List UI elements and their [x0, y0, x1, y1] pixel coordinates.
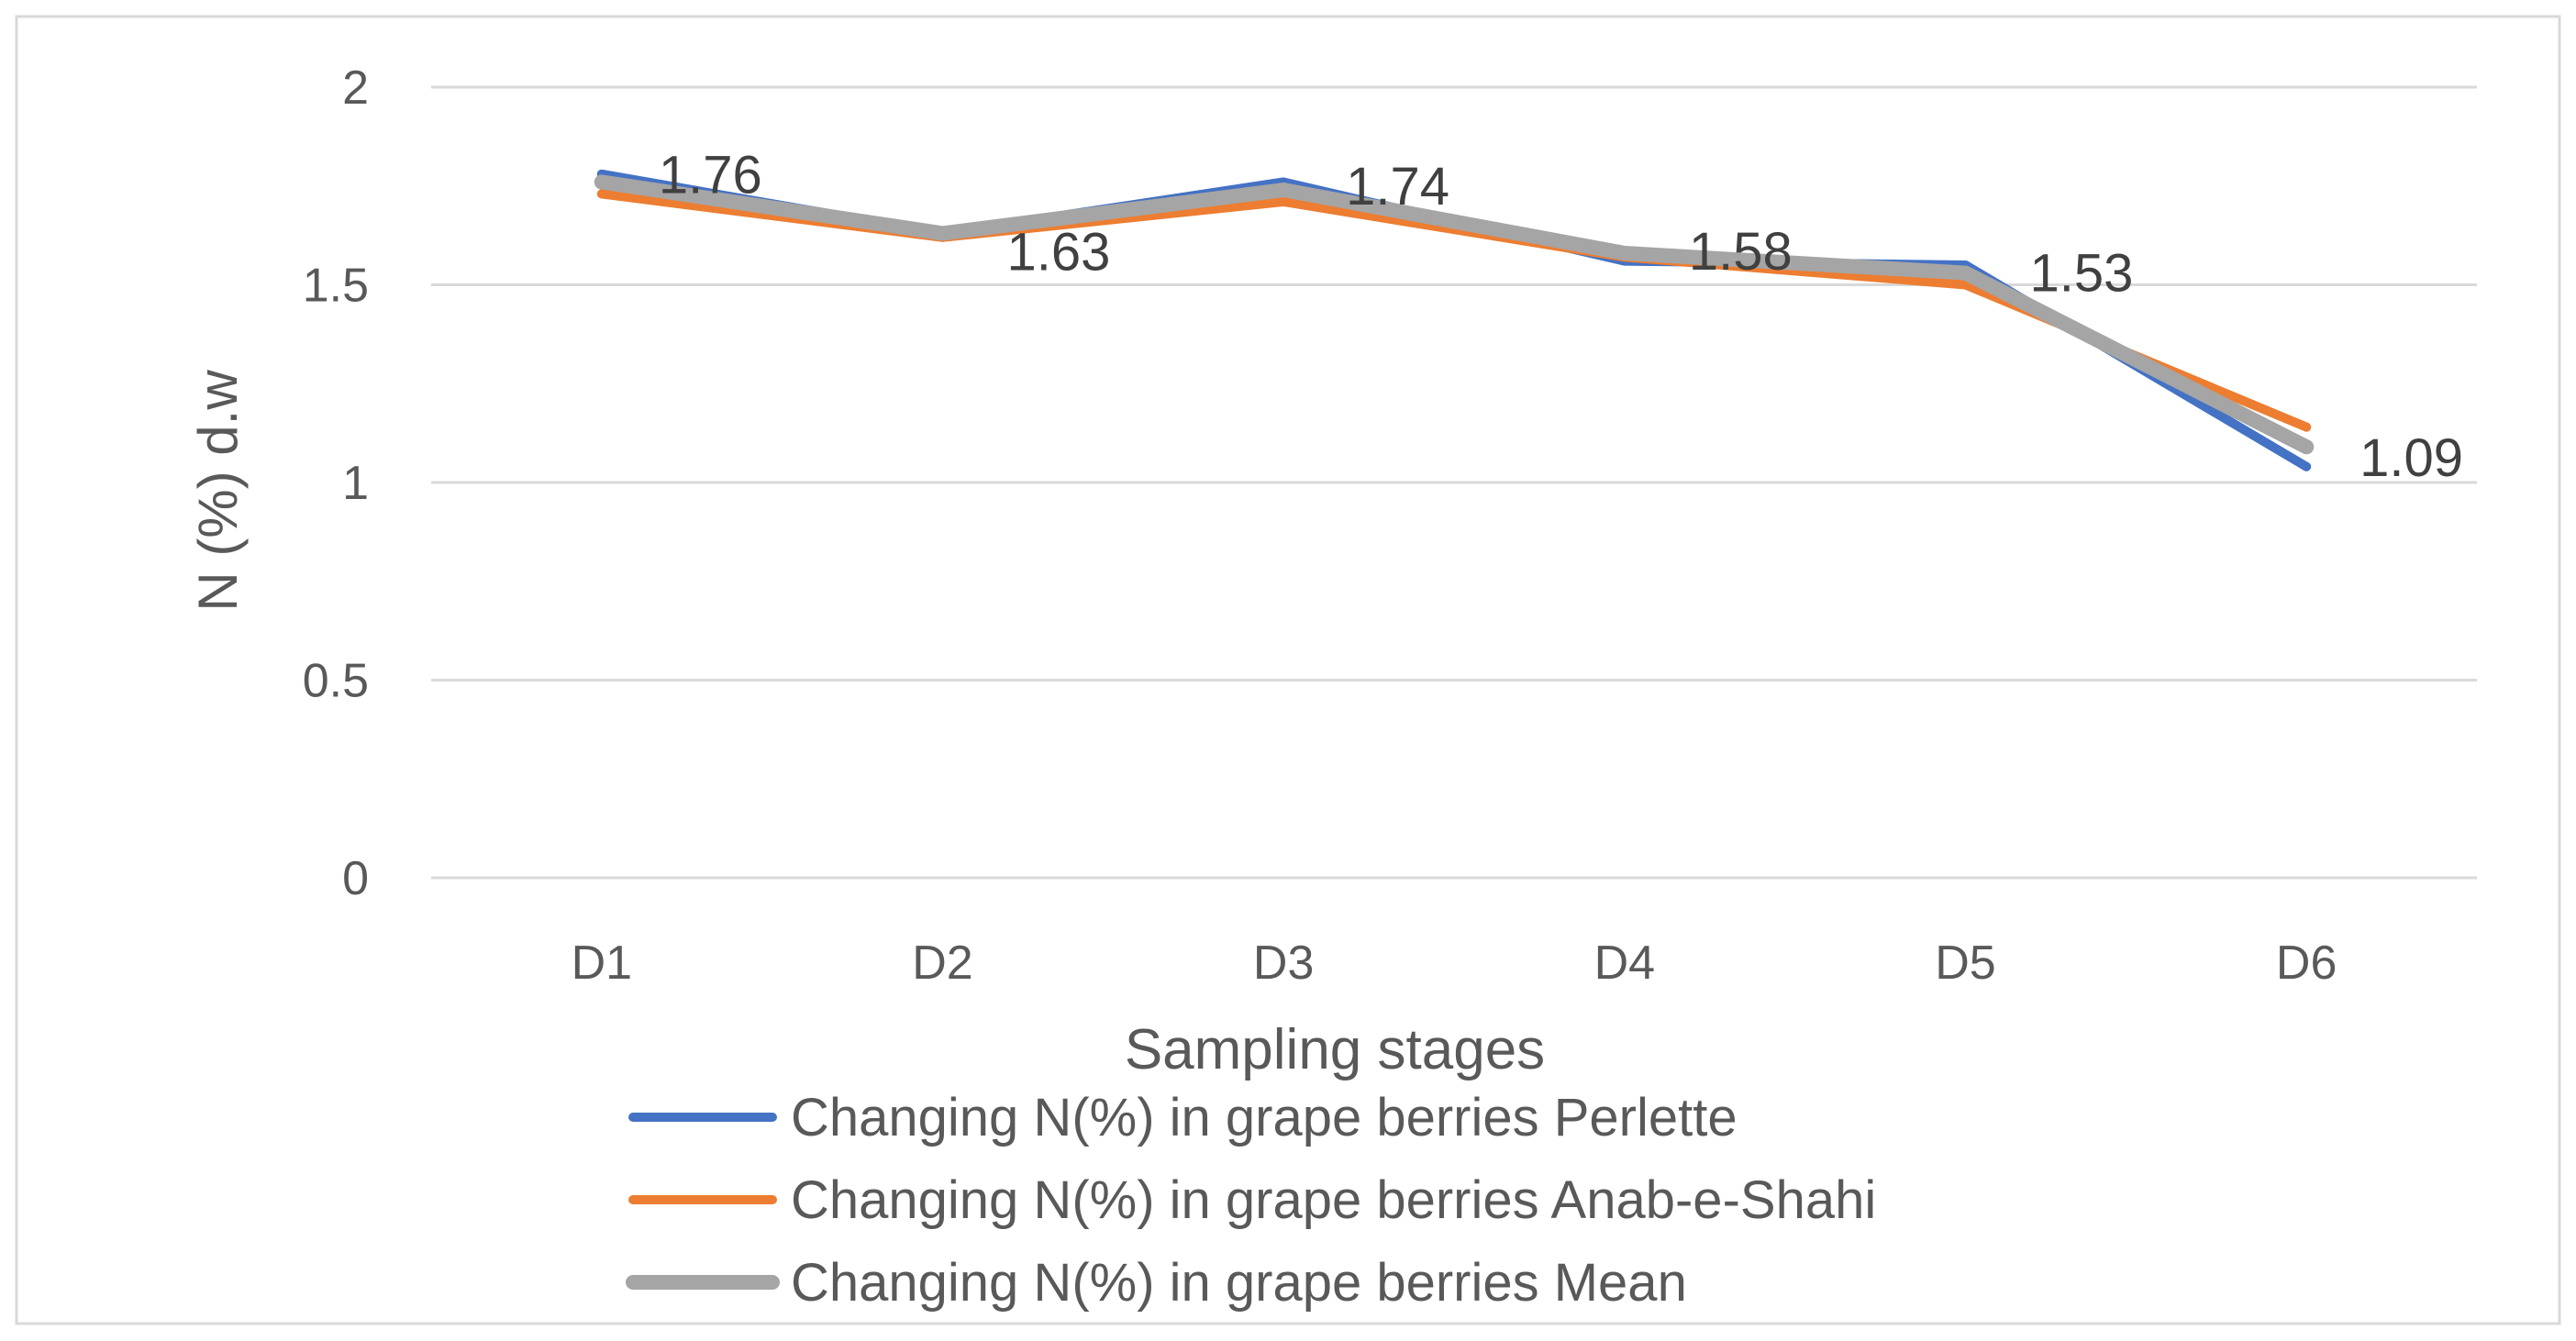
legend: Changing N(%) in grape berries Perlette C… [626, 1088, 1876, 1313]
data-point [2302, 461, 2312, 471]
x-tick-label: D3 [1253, 936, 1314, 990]
data-label: 1.63 [1007, 222, 1111, 282]
data-label: 1.74 [1346, 157, 1449, 216]
data-point [1276, 183, 1292, 198]
series-lines [594, 169, 2315, 471]
x-tick-label: D4 [1594, 936, 1655, 990]
data-point [935, 226, 950, 241]
legend-label: Changing N(%) in grape berries Anab-e-Sh… [791, 1170, 1876, 1230]
data-point [1279, 196, 1289, 206]
data-labels: 1.76 1.63 1.74 1.58 1.53 1.09 [659, 145, 2463, 488]
x-tick-label: D2 [912, 936, 972, 990]
y-tick-label: 0 [342, 852, 369, 905]
y-tick-label: 1.5 [303, 260, 369, 313]
data-label: 1.58 [1689, 222, 1793, 282]
y-axis-ticks: 0 0.5 1 1.5 2 [303, 61, 369, 905]
data-label: 1.76 [659, 145, 762, 205]
y-tick-label: 2 [342, 61, 369, 115]
x-tick-label: D6 [2276, 936, 2337, 990]
x-tick-label: D5 [1935, 936, 1995, 990]
data-point [1960, 280, 1971, 290]
x-tick-label: D1 [572, 936, 632, 990]
data-point [594, 174, 609, 190]
y-tick-label: 1 [342, 457, 369, 510]
legend-label: Changing N(%) in grape berries Perlette [791, 1088, 1738, 1147]
gridlines [431, 85, 2477, 880]
data-label: 1.09 [2359, 428, 2463, 488]
data-point [1958, 265, 1973, 281]
chart-border [15, 15, 2561, 1325]
data-point [1616, 246, 1632, 261]
series-line [594, 174, 2315, 455]
legend-label: Changing N(%) in grape berries Mean [791, 1253, 1687, 1313]
x-axis-title: Sampling stages [1125, 1018, 1545, 1081]
data-point [596, 189, 606, 199]
y-tick-label: 0.5 [303, 655, 369, 708]
y-axis-title: N (%) d.w [187, 370, 249, 612]
data-label: 1.53 [2030, 244, 2134, 304]
x-axis-ticks: D1 D2 D3 D4 D5 D6 [572, 936, 2337, 990]
data-point [2302, 422, 2312, 432]
data-point [2299, 439, 2315, 455]
